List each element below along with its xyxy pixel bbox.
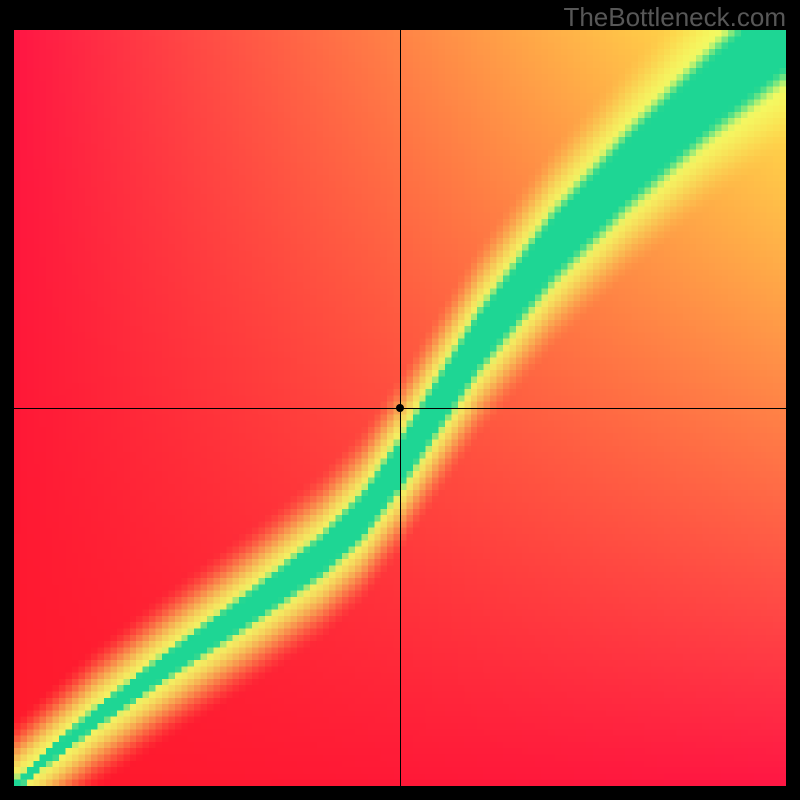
crosshair-center-dot [396, 404, 404, 412]
watermark-text: TheBottleneck.com [563, 2, 786, 33]
chart-stage: TheBottleneck.com [0, 0, 800, 800]
